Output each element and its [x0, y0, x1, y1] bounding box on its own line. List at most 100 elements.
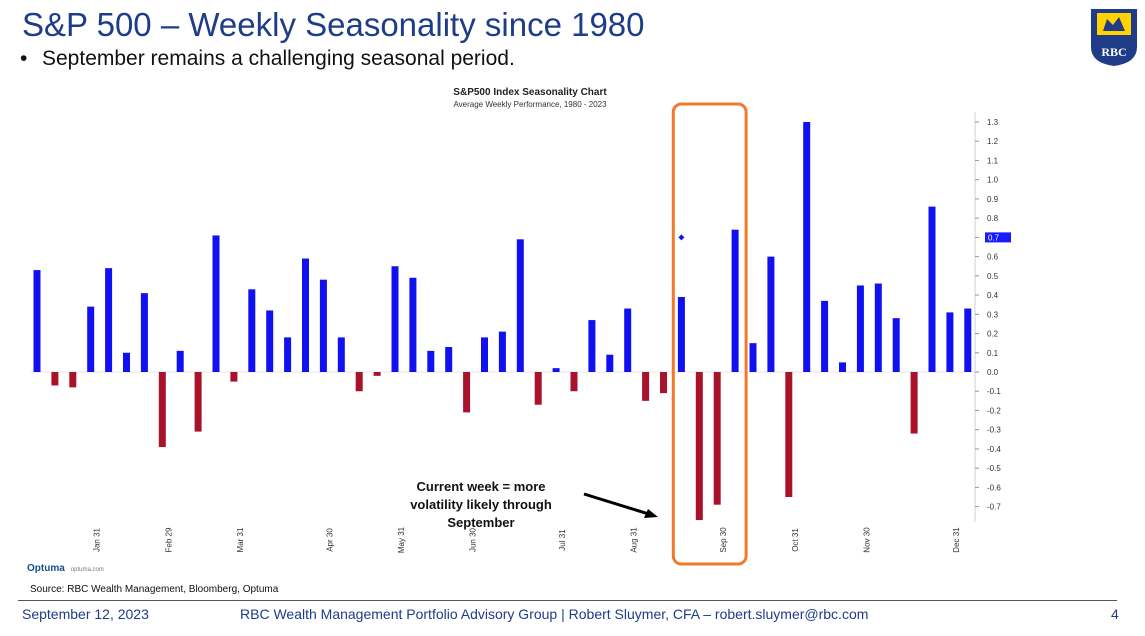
y-tick-label: 0.2 — [987, 330, 999, 339]
bar-positive — [105, 268, 113, 372]
x-axis-labels: Jan 31 Feb 29 Mar 31 Apr 30 May 31 Jun 30 Jul … — [93, 526, 961, 553]
bar-positive — [856, 285, 864, 372]
bar-positive — [767, 256, 775, 372]
y-tick-label: 1.3 — [987, 118, 999, 127]
bullet-text: September remains a challenging seasonal… — [42, 47, 515, 70]
bar-positive — [409, 277, 417, 372]
bar-negative — [230, 372, 238, 382]
bar-positive — [552, 368, 560, 372]
y-tick-label: -0.7 — [987, 503, 1001, 512]
bar-positive — [946, 312, 954, 372]
bar-negative — [642, 372, 650, 401]
bar-positive — [337, 337, 345, 372]
current-week-marker — [678, 234, 685, 241]
bullet-symbol: • — [20, 47, 28, 70]
bar-positive — [928, 206, 936, 372]
x-tick-label: Nov 30 — [862, 527, 871, 553]
bar-positive — [212, 235, 220, 372]
bar-negative — [660, 372, 667, 394]
y-tick-label: 0.4 — [987, 291, 999, 300]
bar-positive — [391, 266, 399, 372]
bar-negative — [713, 372, 721, 505]
bar-positive — [516, 239, 524, 372]
last-value-tag — [985, 232, 1011, 243]
bar-positive — [33, 270, 41, 372]
x-tick-label: Sep 30 — [719, 527, 728, 553]
x-tick-label: Jul 31 — [558, 529, 567, 551]
bar-positive — [803, 122, 811, 372]
y-tick-label: 0.1 — [987, 349, 999, 358]
logo-text: RBC — [1101, 45, 1126, 59]
bullet-point: • September remains a challenging seasona… — [20, 47, 515, 71]
last-value-label: 0.7 — [988, 233, 1000, 242]
footer-divider — [18, 600, 1117, 601]
page-number: 4 — [1111, 606, 1119, 622]
y-axis: 1.3 1.2 1.1 1.0 0.9 0.8 0.7 0.6 0.5 0.4 0.3 0.2 0.1 0… — [31, 112, 1011, 522]
y-tick-label: -0.1 — [987, 387, 1001, 396]
optuma-url: optuma.com — [70, 567, 104, 573]
y-tick-label: -0.2 — [987, 406, 1001, 415]
bar-negative — [463, 372, 471, 413]
annotation-line-3: September — [447, 515, 515, 530]
bar-positive — [964, 308, 972, 372]
bar-positive — [123, 352, 130, 372]
optuma-brand: Optuma — [27, 563, 65, 574]
rbc-logo: RBC — [1091, 9, 1137, 66]
bar-positive — [839, 362, 846, 372]
annotation-arrow — [583, 492, 658, 518]
bar-positive — [892, 318, 900, 372]
annotation-line-1: Current week = more — [416, 479, 546, 494]
y-tick-label: 0.9 — [987, 195, 999, 204]
y-tick-label: -0.3 — [987, 426, 1001, 435]
bar-positive — [874, 283, 882, 372]
y-tick-label: 1.1 — [987, 156, 999, 165]
bar-positive — [176, 350, 184, 372]
bar-positive — [248, 289, 256, 372]
x-tick-label: Dec 31 — [952, 527, 961, 553]
bar-positive — [677, 297, 685, 372]
bar-negative — [695, 372, 703, 521]
y-tick-label: 0.5 — [987, 272, 999, 281]
bar-positive — [427, 350, 435, 372]
bar-positive — [302, 258, 309, 372]
bar-negative — [194, 372, 202, 432]
bar-negative — [355, 372, 363, 392]
bar-positive — [624, 308, 632, 372]
bar-negative — [910, 372, 918, 434]
y-tick-label: 0.0 — [987, 368, 999, 377]
bar-negative — [534, 372, 542, 405]
bar-positive — [319, 279, 327, 372]
y-tick-label: -0.4 — [987, 445, 1001, 454]
y-tick-label: 0.8 — [987, 214, 999, 223]
chart-title: S&P500 Index Seasonality Chart — [453, 87, 607, 98]
x-tick-label: Jun 30 — [469, 527, 478, 552]
y-tick-label: -0.5 — [987, 464, 1001, 473]
bar-positive — [481, 337, 488, 372]
annotation-text: Current week = more volatility likely th… — [393, 478, 569, 532]
source-note: Source: RBC Wealth Management, Bloomberg… — [30, 584, 279, 595]
footer-date: September 12, 2023 — [22, 606, 149, 622]
x-tick-label: Jan 31 — [93, 527, 102, 552]
bar-positive — [445, 347, 453, 372]
bars — [33, 122, 972, 521]
bar-positive — [606, 354, 614, 372]
bar-negative — [158, 372, 166, 447]
slide-title: S&P 500 – Weekly Seasonality since 1980 — [22, 6, 645, 43]
x-tick-label: Oct 31 — [791, 528, 800, 552]
x-tick-label: Aug 31 — [630, 527, 639, 553]
bar-positive — [749, 343, 757, 372]
bar-positive — [87, 306, 95, 372]
bar-positive — [588, 320, 596, 372]
bar-negative — [785, 372, 793, 497]
y-tick-label: 1.2 — [987, 137, 999, 146]
bar-negative — [373, 372, 381, 376]
footer-author: RBC Wealth Management Portfolio Advisory… — [240, 606, 869, 622]
x-tick-label: Apr 30 — [325, 528, 334, 552]
chart-subtitle: Average Weekly Performance, 1980 - 2023 — [453, 100, 607, 109]
bar-negative — [51, 372, 59, 386]
optuma-badge: Optuma optuma.com — [27, 563, 104, 574]
bar-positive — [731, 229, 739, 372]
x-tick-label: May 31 — [397, 526, 406, 553]
y-tick-label: 0.3 — [987, 310, 999, 319]
